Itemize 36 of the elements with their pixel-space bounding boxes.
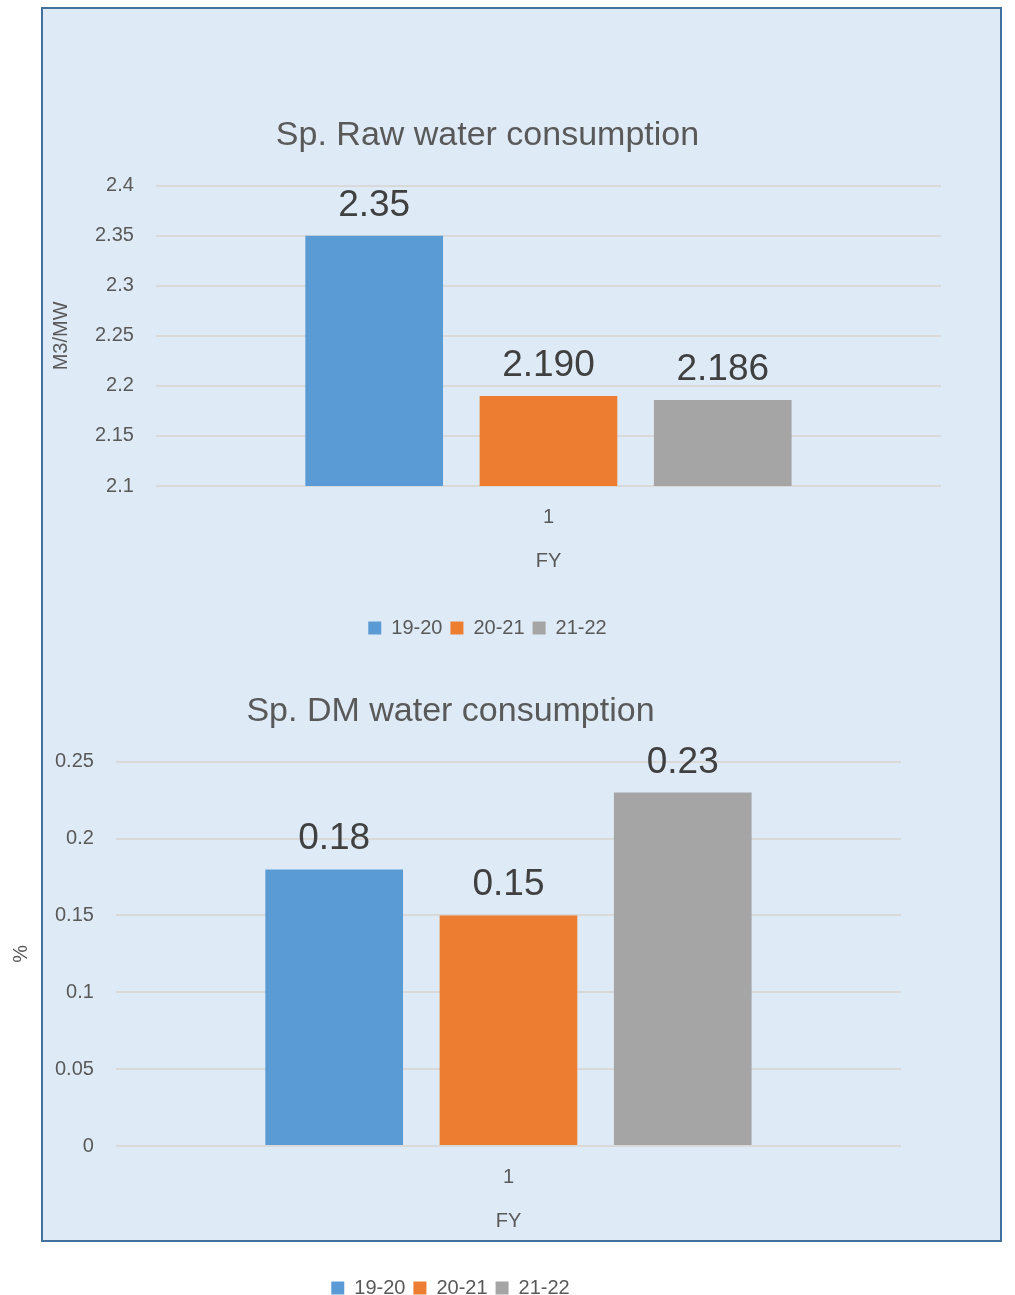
legend-label: 21-22 — [555, 615, 607, 638]
y-tick-label: 0.05 — [54, 1056, 94, 1079]
legend-label: 20-21 — [473, 615, 525, 638]
y-tick-label: 2.4 — [106, 173, 134, 196]
y-tick-label: 0.15 — [54, 903, 94, 925]
y-tick-label: 2.3 — [106, 273, 134, 296]
chart-title: Sp. Raw water consumption — [275, 113, 700, 152]
y-axis-title: % — [8, 944, 31, 963]
y-tick-label: 0.25 — [54, 749, 94, 772]
chart-title: Sp. DM water consumption — [246, 689, 655, 728]
y-tick-label: 0.1 — [66, 979, 94, 1002]
data-label: 0.23 — [646, 739, 719, 781]
data-label: 2.35 — [338, 182, 411, 224]
legend-label: 19-20 — [354, 1275, 406, 1295]
y-tick-label: 2.1 — [106, 473, 134, 496]
data-label: 0.18 — [298, 816, 371, 858]
y-tick-label: 0 — [82, 1133, 94, 1156]
x-axis-title: FY — [535, 548, 562, 571]
legend-label: 20-21 — [436, 1275, 488, 1295]
y-tick-label: 2.2 — [106, 373, 134, 396]
y-tick-label: 2.15 — [94, 423, 134, 446]
bar — [439, 915, 578, 1145]
data-label: 2.190 — [502, 342, 595, 384]
data-label: 0.15 — [472, 862, 545, 904]
bar — [265, 869, 404, 1145]
y-tick-label: 2.25 — [94, 323, 134, 346]
legend-label: 21-22 — [518, 1275, 570, 1295]
legend-label: 19-20 — [391, 615, 443, 638]
x-tick-label: 1 — [542, 504, 555, 527]
bar — [613, 792, 752, 1145]
y-tick-label: 0.2 — [66, 826, 94, 849]
data-label: 2.186 — [676, 346, 770, 388]
x-axis-title: FY — [495, 1208, 522, 1231]
y-axis-title: M3/MW — [48, 301, 71, 371]
x-tick-label: 1 — [502, 1164, 515, 1187]
y-tick-label: 2.35 — [94, 223, 134, 246]
